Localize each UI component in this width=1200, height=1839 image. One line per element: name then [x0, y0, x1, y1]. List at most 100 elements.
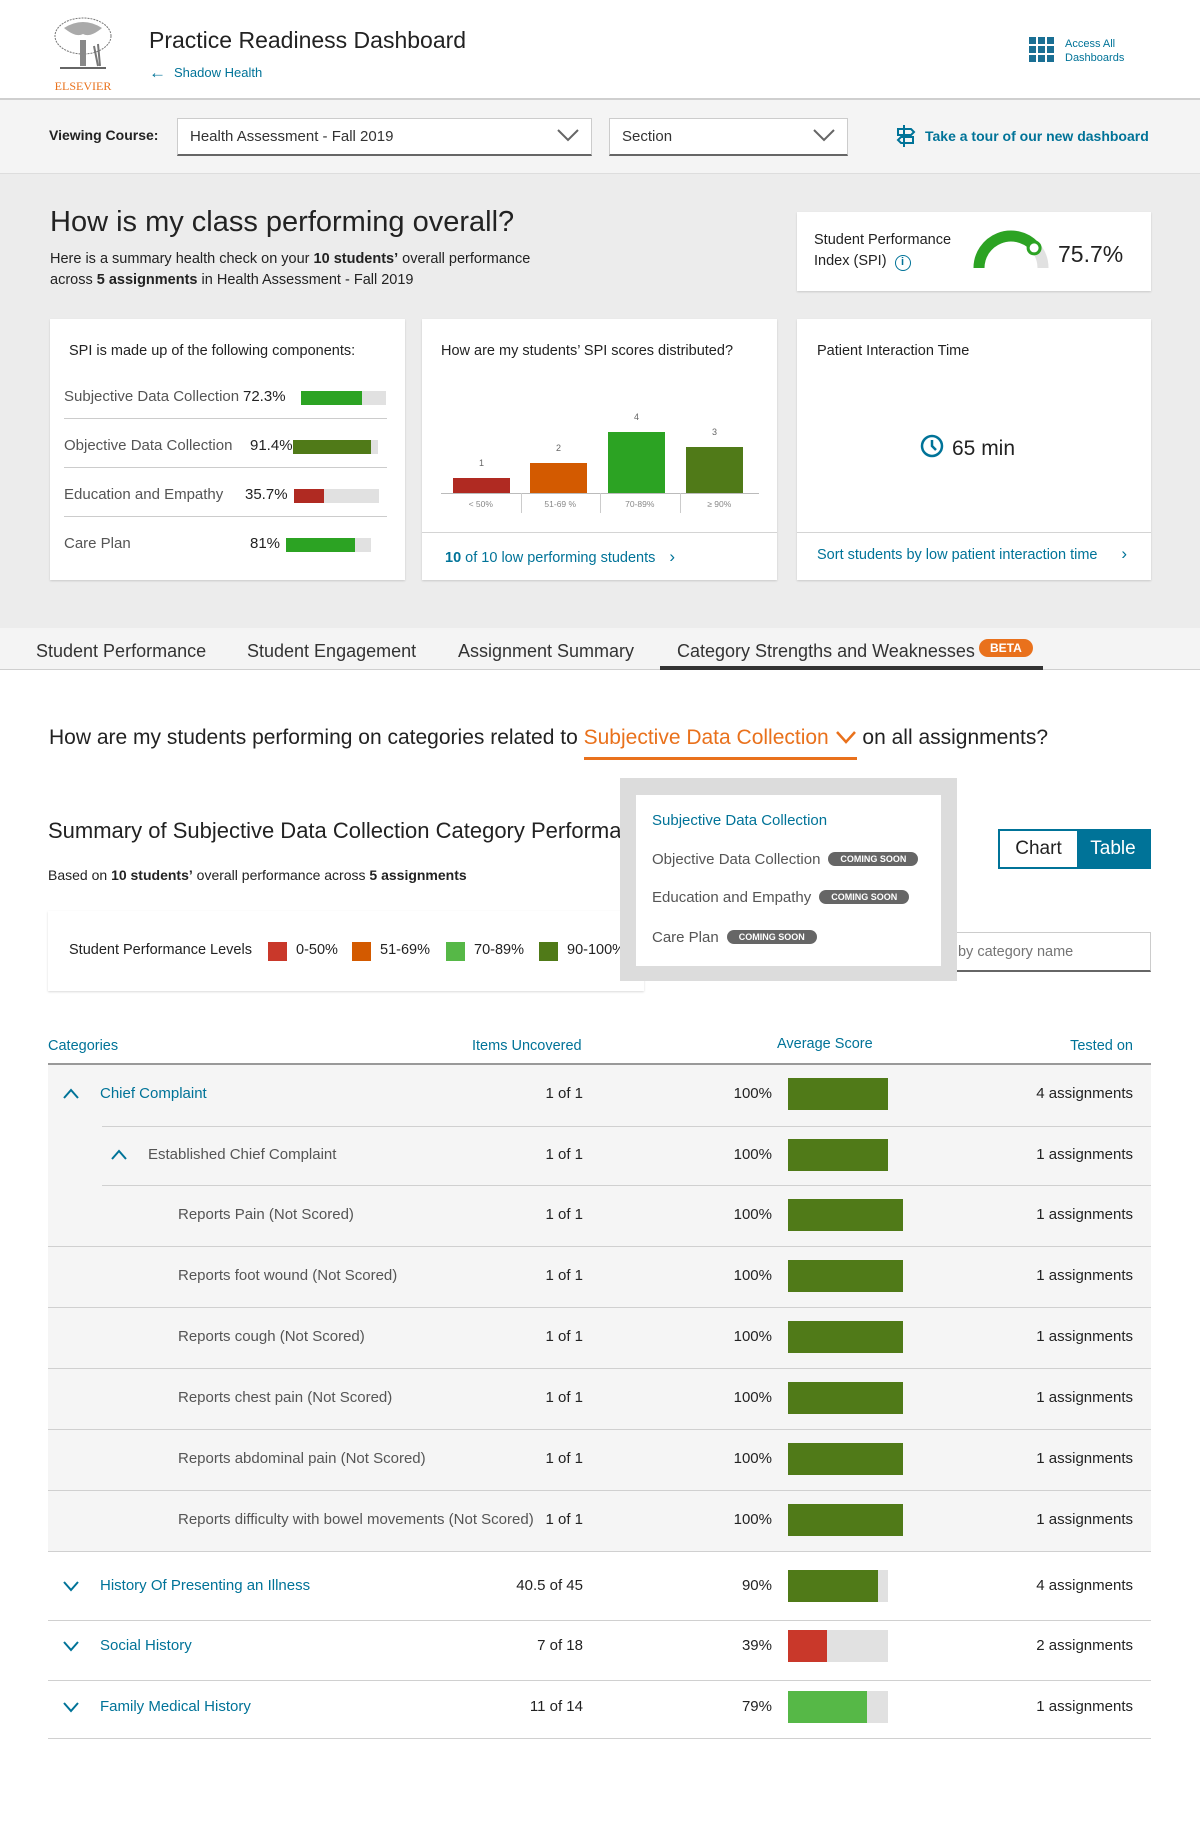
student-count: 10 students’ — [313, 251, 399, 267]
row-divider — [102, 1185, 1151, 1186]
items-uncovered: 1 of 1 — [545, 1085, 583, 1102]
spi-component-row: Education and Empathy 35.7% — [64, 474, 387, 523]
component-divider — [64, 467, 387, 468]
distribution-bar[interactable] — [608, 432, 665, 493]
average-score-value: 100% — [733, 1389, 772, 1406]
summary-title: Summary of Subjective Data Collection Ca… — [48, 818, 657, 843]
card-divider — [797, 532, 1151, 533]
distribution-bar-label: 2 — [555, 442, 561, 453]
items-uncovered: 1 of 1 — [545, 1146, 583, 1163]
category-dropdown-menu: Subjective Data Collection Objective Data… — [620, 778, 957, 981]
low-performing-students-link[interactable]: 10 of 10 low performing students › — [445, 547, 675, 567]
items-uncovered: 1 of 1 — [545, 1267, 583, 1284]
access-all-dashboards-link[interactable]: Access All Dashboards — [1029, 37, 1169, 65]
tested-on: 1 assignments — [1036, 1389, 1133, 1406]
component-bar-track — [293, 440, 378, 454]
distribution-chart: 1 2 4 3 < 50% 51-69 % 70-89% ≥ 90% — [441, 389, 759, 519]
component-name: Subjective Data Collection — [64, 388, 240, 405]
average-score-value: 90% — [741, 1577, 772, 1594]
component-value: 81% — [250, 535, 281, 552]
category-name: Reports difficulty with bowel movements … — [178, 1511, 534, 1528]
course-select[interactable]: Health Assessment - Fall 2019 — [177, 118, 592, 156]
section-select[interactable]: Section — [609, 118, 848, 156]
dropdown-option[interactable]: Subjective Data Collection — [652, 812, 827, 829]
card-divider — [422, 532, 777, 533]
student-count: 10 students’ — [111, 867, 193, 883]
average-score-bar-track — [788, 1139, 888, 1171]
col-header-categories[interactable]: Categories — [48, 1038, 119, 1054]
spi-gauge-fill — [973, 230, 1039, 269]
items-uncovered: 7 of 18 — [537, 1637, 583, 1654]
chevron-down-icon[interactable] — [63, 1639, 79, 1652]
back-link[interactable]: ← Shadow Health — [149, 63, 262, 83]
table-row[interactable]: Family Medical History 11 of 14 79% 1 assig… — [48, 1687, 1151, 1727]
table-row[interactable]: Established Chief Complaint 1 of 1 100% 1 a… — [48, 1135, 1151, 1175]
table-view-button[interactable]: Table — [1077, 831, 1149, 867]
average-score-value: 79% — [741, 1698, 772, 1715]
table-row[interactable]: Chief Complaint 1 of 1 100% 4 assignments — [48, 1074, 1151, 1114]
col-header-tested-on[interactable]: Tested on — [1070, 1038, 1133, 1054]
average-score-bar-fill — [788, 1260, 903, 1292]
assignment-count: 5 assignments — [96, 272, 198, 288]
tested-on: 1 assignments — [1036, 1511, 1133, 1528]
chevron-down-icon[interactable] — [63, 1700, 79, 1713]
interaction-value: 65 min — [952, 437, 1016, 460]
category-name[interactable]: History Of Presenting an Illness — [100, 1577, 311, 1594]
chevron-right-icon: › — [669, 547, 676, 566]
dropdown-option[interactable]: Care Plan COMING SOON — [652, 929, 817, 946]
row-divider — [48, 1429, 1151, 1430]
category-name: Reports Pain (Not Scored) — [178, 1206, 354, 1223]
dropdown-option[interactable]: Objective Data Collection COMING SOON — [652, 851, 919, 868]
chevron-down-icon[interactable] — [63, 1579, 79, 1592]
tested-on: 1 assignments — [1036, 1328, 1133, 1345]
distribution-bar-label: 3 — [711, 427, 717, 438]
tick-separator — [520, 493, 522, 513]
dropdown-option[interactable]: Education and Empathy COMING SOON — [652, 889, 910, 906]
component-name: Objective Data Collection — [64, 437, 233, 454]
access-all-line2: Dashboards — [1065, 52, 1125, 64]
component-value: 91.4% — [250, 437, 293, 454]
distribution-bar[interactable] — [686, 447, 743, 493]
category-name[interactable]: Social History — [100, 1637, 192, 1654]
table-header-divider — [48, 1063, 1151, 1065]
chevron-down-icon — [557, 129, 579, 142]
component-name: Care Plan — [64, 535, 131, 552]
chevron-up-icon[interactable] — [63, 1087, 79, 1099]
category-dropdown[interactable]: Subjective Data Collection — [583, 726, 857, 760]
components-title: SPI is made up of the following componen… — [69, 343, 356, 359]
category-name[interactable]: Chief Complaint — [100, 1085, 207, 1102]
info-icon[interactable]: i — [894, 255, 911, 271]
category-name: Reports cough (Not Scored) — [178, 1328, 365, 1345]
table-row: Reports abdominal pain (Not Scored) 1 of … — [48, 1439, 1151, 1479]
question-text: How are my students performing on catego… — [49, 726, 584, 749]
average-score-bar-track — [788, 1078, 888, 1110]
tab-assignment-summary[interactable]: Assignment Summary — [458, 641, 635, 661]
spi-component-row: Objective Data Collection 91.4% — [64, 425, 387, 474]
col-header-average-score[interactable]: Average Score — [777, 1036, 873, 1052]
chart-view-button[interactable]: Chart — [1000, 831, 1077, 867]
low-performing-label: of 10 low performing students — [461, 550, 656, 566]
sort-interaction-link[interactable]: Sort students by low patient interaction… — [817, 544, 1137, 563]
category-name[interactable]: Family Medical History — [100, 1698, 251, 1715]
component-bar-fill — [301, 391, 363, 405]
elsevier-logo[interactable]: ELSEVIER — [50, 16, 116, 93]
component-name: Education and Empathy — [64, 486, 224, 503]
tested-on: 1 assignments — [1036, 1450, 1133, 1467]
tour-link[interactable]: Take a tour of our new dashboard — [895, 123, 1149, 149]
component-divider — [64, 516, 387, 517]
table-row[interactable]: Social History 7 of 18 39% 2 assignments — [48, 1626, 1151, 1666]
component-bar-track — [286, 538, 371, 552]
distribution-bar[interactable] — [453, 477, 510, 493]
section-select-value: Section — [622, 128, 673, 145]
view-toggle: Chart Table — [998, 829, 1151, 869]
distribution-bar[interactable] — [530, 462, 587, 493]
chevron-up-icon[interactable] — [111, 1148, 127, 1160]
category-name: Reports foot wound (Not Scored) — [178, 1267, 398, 1284]
tab-student-engagement[interactable]: Student Engagement — [247, 641, 417, 661]
col-header-items-uncovered[interactable]: Items Uncovered — [472, 1038, 582, 1054]
back-link-label: Shadow Health — [174, 65, 263, 80]
tab-category-strengths[interactable]: Category Strengths and Weaknesses BETA — [660, 628, 1043, 670]
table-row[interactable]: History Of Presenting an Illness 40.5 of … — [48, 1566, 1151, 1606]
question-text: on all assignments? — [856, 726, 1049, 749]
tab-student-performance[interactable]: Student Performance — [36, 641, 207, 661]
